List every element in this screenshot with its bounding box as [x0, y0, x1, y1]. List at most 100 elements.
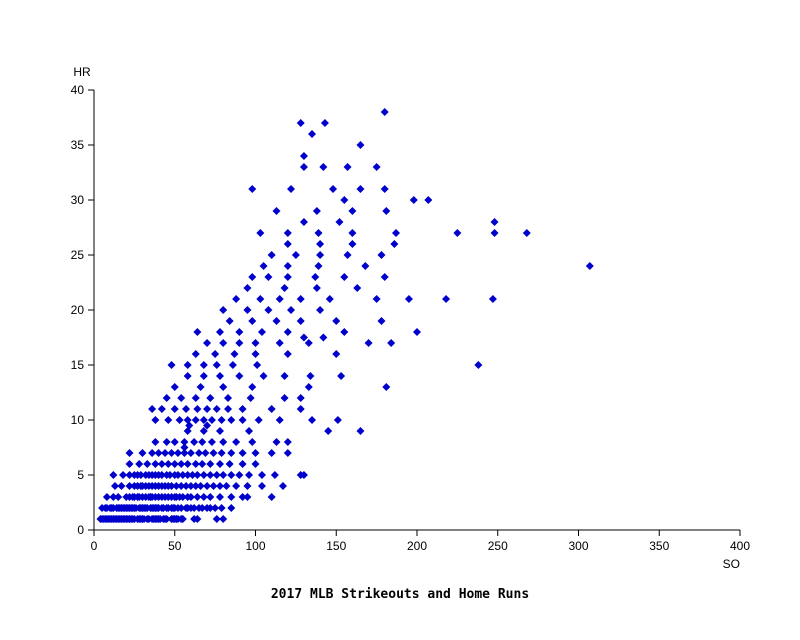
data-point — [381, 185, 389, 193]
data-point — [163, 438, 171, 446]
data-point — [260, 372, 268, 380]
data-point — [177, 394, 185, 402]
data-point — [252, 350, 260, 358]
data-point — [332, 350, 340, 358]
data-point — [227, 493, 235, 501]
data-point — [284, 328, 292, 336]
data-point — [413, 328, 421, 336]
data-point — [248, 383, 256, 391]
data-point — [247, 394, 255, 402]
data-point — [279, 482, 287, 490]
data-point — [243, 284, 251, 292]
data-point — [308, 130, 316, 138]
data-point — [193, 405, 201, 413]
data-point — [248, 185, 256, 193]
data-point — [176, 416, 184, 424]
data-point — [272, 207, 280, 215]
data-point — [491, 229, 499, 237]
x-tick-label: 350 — [649, 539, 669, 553]
data-point — [216, 372, 224, 380]
data-point — [206, 493, 214, 501]
data-point — [334, 416, 342, 424]
data-point — [187, 449, 195, 457]
data-point — [258, 482, 266, 490]
y-tick-label: 30 — [71, 193, 85, 207]
data-point — [216, 328, 224, 336]
data-point — [381, 273, 389, 281]
data-point — [219, 471, 227, 479]
data-point — [348, 240, 356, 248]
data-point — [297, 119, 305, 127]
data-point — [340, 196, 348, 204]
data-point — [284, 273, 292, 281]
data-point — [203, 339, 211, 347]
data-point — [226, 460, 234, 468]
data-point — [305, 339, 313, 347]
data-point — [348, 229, 356, 237]
data-point — [272, 438, 280, 446]
data-point — [268, 493, 276, 501]
data-point — [252, 339, 260, 347]
data-point — [329, 185, 337, 193]
data-point — [184, 361, 192, 369]
data-point — [297, 317, 305, 325]
data-point — [114, 493, 122, 501]
data-point — [305, 383, 313, 391]
data-point — [373, 163, 381, 171]
data-point — [297, 394, 305, 402]
data-point — [410, 196, 418, 204]
data-point — [239, 405, 247, 413]
data-point — [143, 460, 151, 468]
data-point — [192, 394, 200, 402]
x-tick-label: 0 — [91, 539, 98, 553]
data-point — [213, 405, 221, 413]
y-tick-label: 40 — [71, 83, 85, 97]
data-point — [424, 196, 432, 204]
data-point — [276, 295, 284, 303]
data-point — [252, 460, 260, 468]
data-point — [213, 361, 221, 369]
data-point — [311, 273, 319, 281]
data-point — [258, 328, 266, 336]
data-point — [474, 361, 482, 369]
y-tick-label: 35 — [71, 138, 85, 152]
data-point — [208, 438, 216, 446]
data-point — [344, 163, 352, 171]
data-point — [235, 471, 243, 479]
y-tick-label: 5 — [77, 468, 84, 482]
data-point — [248, 273, 256, 281]
data-point — [392, 229, 400, 237]
data-point — [239, 449, 247, 457]
data-point — [382, 207, 390, 215]
y-tick-label: 0 — [77, 523, 84, 537]
data-point — [321, 119, 329, 127]
data-point — [198, 438, 206, 446]
data-point — [231, 350, 239, 358]
data-point — [390, 240, 398, 248]
data-point — [313, 207, 321, 215]
data-point — [313, 284, 321, 292]
data-point — [253, 361, 261, 369]
data-point — [227, 471, 235, 479]
data-point — [324, 427, 332, 435]
data-point — [229, 361, 237, 369]
data-point — [206, 460, 214, 468]
data-point — [356, 427, 364, 435]
data-point — [491, 218, 499, 226]
data-point — [248, 317, 256, 325]
data-point — [382, 383, 390, 391]
data-point — [222, 482, 230, 490]
x-tick-label: 250 — [488, 539, 508, 553]
data-point — [326, 295, 334, 303]
data-point — [268, 405, 276, 413]
data-point — [239, 460, 247, 468]
data-point — [300, 152, 308, 160]
data-point — [387, 339, 395, 347]
data-point — [287, 185, 295, 193]
data-point — [281, 372, 289, 380]
data-point — [224, 394, 232, 402]
data-point — [219, 515, 227, 523]
data-point — [335, 218, 343, 226]
chart-title: 2017 MLB Strikeouts and Home Runs — [271, 587, 529, 602]
data-point — [168, 361, 176, 369]
